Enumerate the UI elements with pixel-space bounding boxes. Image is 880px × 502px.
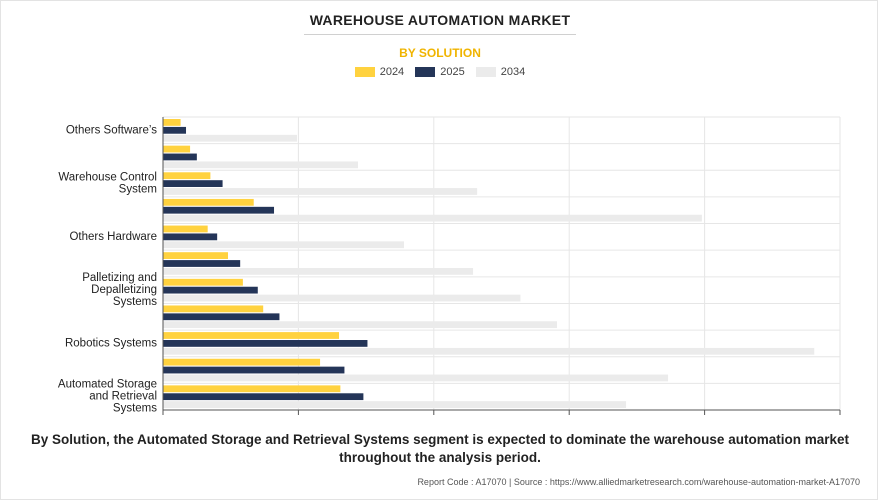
- bar-2024-1: [163, 145, 191, 153]
- category-label: Others Hardware: [69, 231, 157, 243]
- legend-swatch-2025: [415, 67, 436, 77]
- legend-label-2024: 2024: [379, 66, 405, 78]
- bar-2034-6: [163, 294, 521, 302]
- bar-2024-9: [163, 358, 321, 366]
- title-divider: [304, 34, 576, 35]
- bar-2034-4: [163, 241, 405, 249]
- legend-item-2025[interactable]: 2025: [415, 66, 465, 78]
- chart-subtitle: BY SOLUTION: [399, 46, 481, 60]
- bar-2025-10: [163, 393, 364, 401]
- category-label: Robotics Systems: [65, 337, 157, 349]
- category-label-line: Others Software’s: [66, 124, 157, 136]
- legend-swatch-2024: [354, 67, 375, 77]
- bar-2034-2: [163, 188, 478, 195]
- legend-item-2034[interactable]: 2034: [475, 66, 526, 78]
- bar-2024-10: [163, 385, 341, 393]
- bar-2024-4: [163, 225, 208, 233]
- category-label-line: Robotics Systems: [65, 337, 157, 349]
- bar-2034-7: [163, 321, 558, 329]
- category-label-line: Others Hardware: [69, 231, 157, 243]
- category-label-line: Systems: [113, 403, 157, 415]
- category-label-line: Automated Storage: [58, 379, 157, 391]
- bar-2025-4: [163, 233, 218, 241]
- bar-2034-1: [163, 161, 358, 169]
- bar-2025-2: [163, 180, 223, 187]
- bar-2025-6: [163, 286, 258, 294]
- bar-2024-6: [163, 278, 243, 286]
- bar-2025-0: [163, 126, 187, 134]
- bar-2024-7: [163, 305, 264, 313]
- category-label: Warehouse Control System: [58, 172, 157, 196]
- category-label-line: Warehouse Control: [58, 172, 157, 184]
- category-label-line: and Retrieval: [89, 391, 157, 403]
- legend-item-2024[interactable]: 2024: [354, 66, 405, 78]
- bar-2025-9: [163, 366, 345, 374]
- bar-2025-5: [163, 260, 241, 267]
- legend: 2024 2025 2034: [0, 66, 880, 80]
- bar-2024-3: [163, 198, 254, 206]
- bar-2025-7: [163, 313, 280, 321]
- bar-2034-3: [163, 214, 702, 222]
- bar-2024-2: [163, 172, 211, 180]
- report-source-footer: Report Code : A17070 | Source : https://…: [417, 477, 860, 487]
- category-label: Automated Storage and Retrieval Systems: [58, 379, 157, 415]
- bar-2034-8: [163, 347, 815, 355]
- bar-2034-0: [163, 134, 298, 142]
- bar-2024-5: [163, 252, 228, 259]
- bar-2024-0: [163, 119, 181, 126]
- category-label-line: Systems: [113, 296, 157, 308]
- bar-2034-9: [163, 374, 669, 382]
- category-label-line: Palletizing and: [82, 272, 157, 284]
- category-label: Others Software’s: [66, 124, 157, 136]
- bar-2034-5: [163, 268, 474, 275]
- bar-2025-1: [163, 153, 197, 161]
- legend-label-2034: 2034: [500, 66, 526, 78]
- category-label-line: System: [119, 184, 157, 196]
- legend-label-2025: 2025: [440, 66, 465, 78]
- bar-2024-8: [163, 332, 340, 339]
- chart-caption: By Solution, the Automated Storage and R…: [31, 432, 849, 465]
- bar-2034-10: [163, 401, 627, 408]
- legend-swatch-2034: [475, 67, 496, 77]
- category-label-line: Depalletizing: [91, 284, 157, 296]
- bar-2025-3: [163, 206, 275, 214]
- category-label: Palletizing and Depalletizing Systems: [82, 272, 157, 308]
- bar-2025-8: [163, 340, 368, 347]
- chart-title: WAREHOUSE AUTOMATION MARKET: [309, 12, 571, 28]
